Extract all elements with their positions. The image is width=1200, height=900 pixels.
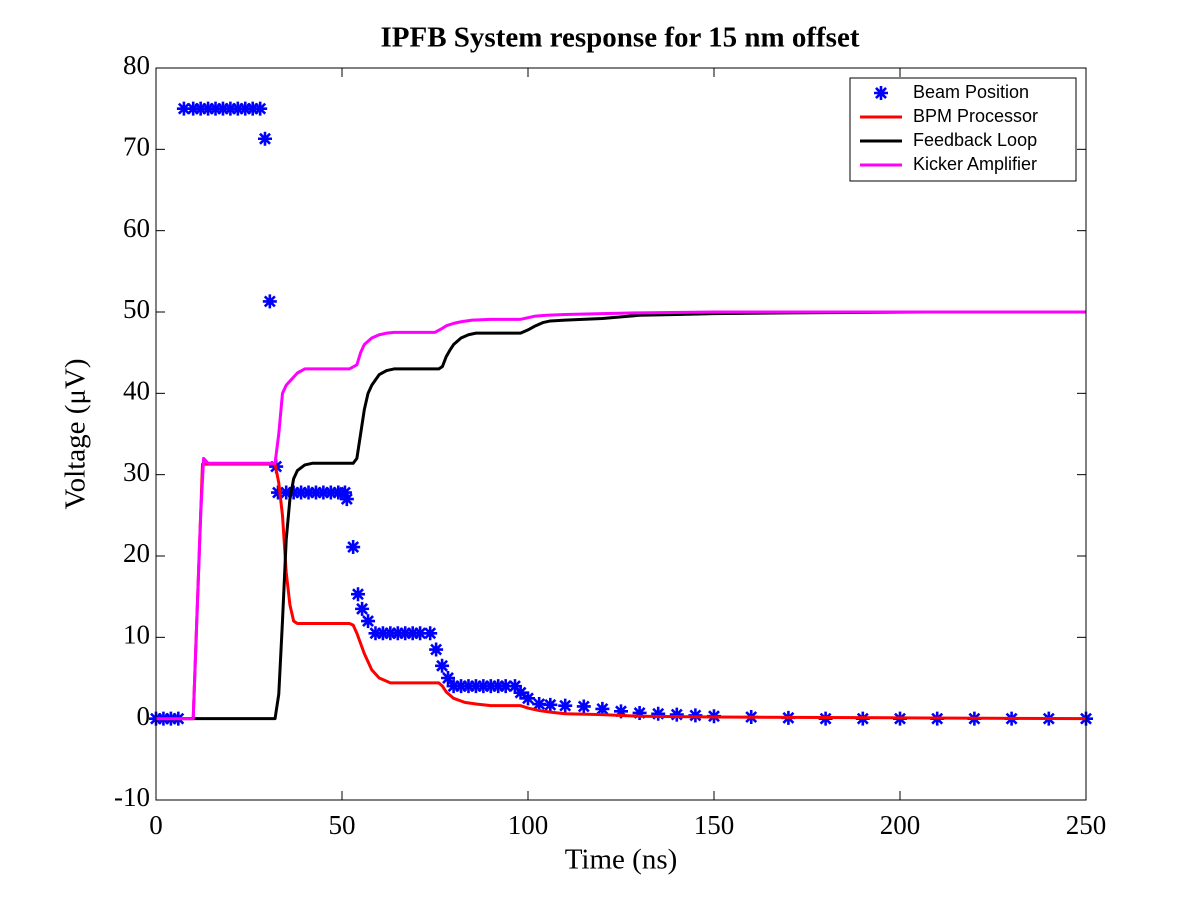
data-point: [521, 691, 535, 706]
data-point: [383, 626, 398, 641]
data-point: [308, 485, 323, 500]
data-point: [390, 626, 405, 641]
x-tick-label: 0: [149, 810, 163, 840]
data-point: [355, 601, 370, 616]
data-point: [253, 101, 268, 116]
data-point: [632, 705, 647, 720]
data-point: [558, 698, 573, 713]
data-point: [201, 101, 216, 116]
y-tick-label: 50: [123, 294, 150, 324]
data-point: [532, 697, 547, 712]
y-tick-label: 0: [137, 701, 151, 731]
data-point: [337, 485, 352, 500]
data-point: [543, 697, 558, 712]
data-point: [375, 626, 390, 641]
legend-label: Feedback Loop: [913, 130, 1037, 150]
data-point: [230, 101, 245, 116]
data-point: [208, 101, 223, 116]
x-tick-label: 50: [329, 810, 356, 840]
data-point: [346, 540, 361, 555]
data-point: [279, 485, 294, 500]
y-tick-label: 80: [123, 50, 150, 80]
data-point: [301, 485, 316, 500]
data-point: [405, 626, 420, 641]
data-point: [245, 101, 260, 116]
data-point: [339, 492, 354, 507]
y-tick-label: 60: [123, 213, 150, 243]
x-tick-label: 250: [1066, 810, 1107, 840]
data-point: [223, 101, 238, 116]
data-point: [186, 101, 201, 116]
y-tick-label: -10: [114, 782, 150, 812]
series-line: [156, 462, 1087, 721]
data-point: [476, 679, 491, 694]
y-axis-label: Voltage (μV): [60, 358, 92, 509]
data-point: [651, 706, 666, 721]
data-point: [669, 707, 684, 722]
data-point: [423, 626, 438, 641]
data-point: [483, 679, 498, 694]
y-tick-label: 30: [123, 457, 150, 487]
y-tick-label: 20: [123, 538, 150, 568]
data-point: [176, 101, 191, 116]
data-point: [316, 485, 331, 500]
data-point: [398, 626, 413, 641]
series-line: [156, 310, 1086, 721]
data-point: [286, 485, 301, 500]
data-point: [413, 626, 428, 641]
data-point: [513, 685, 528, 700]
x-tick-label: 150: [694, 810, 735, 840]
x-axis-label: Time (ns): [565, 844, 678, 876]
data-point: [257, 131, 272, 146]
data-point: [215, 101, 230, 116]
legend-label: Kicker Amplifier: [913, 154, 1037, 174]
series-line: [156, 310, 927, 721]
data-point: [498, 679, 513, 694]
data-point: [368, 626, 383, 641]
data-point: [323, 485, 338, 500]
y-tick-label: 70: [123, 132, 150, 162]
data-point: [271, 485, 286, 500]
x-tick-label: 100: [508, 810, 549, 840]
x-tick-label: 200: [880, 810, 921, 840]
data-point: [361, 614, 376, 629]
data-point: [454, 679, 469, 694]
legend-swatch: [874, 86, 888, 100]
data-point: [193, 101, 208, 116]
y-tick-label: 10: [123, 620, 150, 650]
plot-frame: [155, 67, 1087, 801]
legend-label: Beam Position: [913, 82, 1029, 102]
chart-title: IPFB System response for 15 nm offset: [381, 22, 860, 54]
legend-label: BPM Processor: [913, 106, 1038, 126]
data-point: [441, 671, 456, 685]
data-point: [468, 679, 483, 694]
data-point: [446, 679, 461, 694]
data-point: [461, 679, 476, 694]
data-point: [507, 679, 522, 694]
data-point: [435, 658, 450, 673]
data-point: [576, 699, 591, 714]
data-point: [429, 642, 444, 657]
y-tick-label: 40: [123, 376, 150, 406]
data-point: [595, 701, 610, 716]
data-point: [262, 294, 277, 309]
data-point: [491, 679, 506, 694]
data-point: [614, 704, 628, 719]
data-point: [294, 485, 309, 500]
data-point: [238, 101, 253, 116]
data-point: [350, 587, 365, 602]
